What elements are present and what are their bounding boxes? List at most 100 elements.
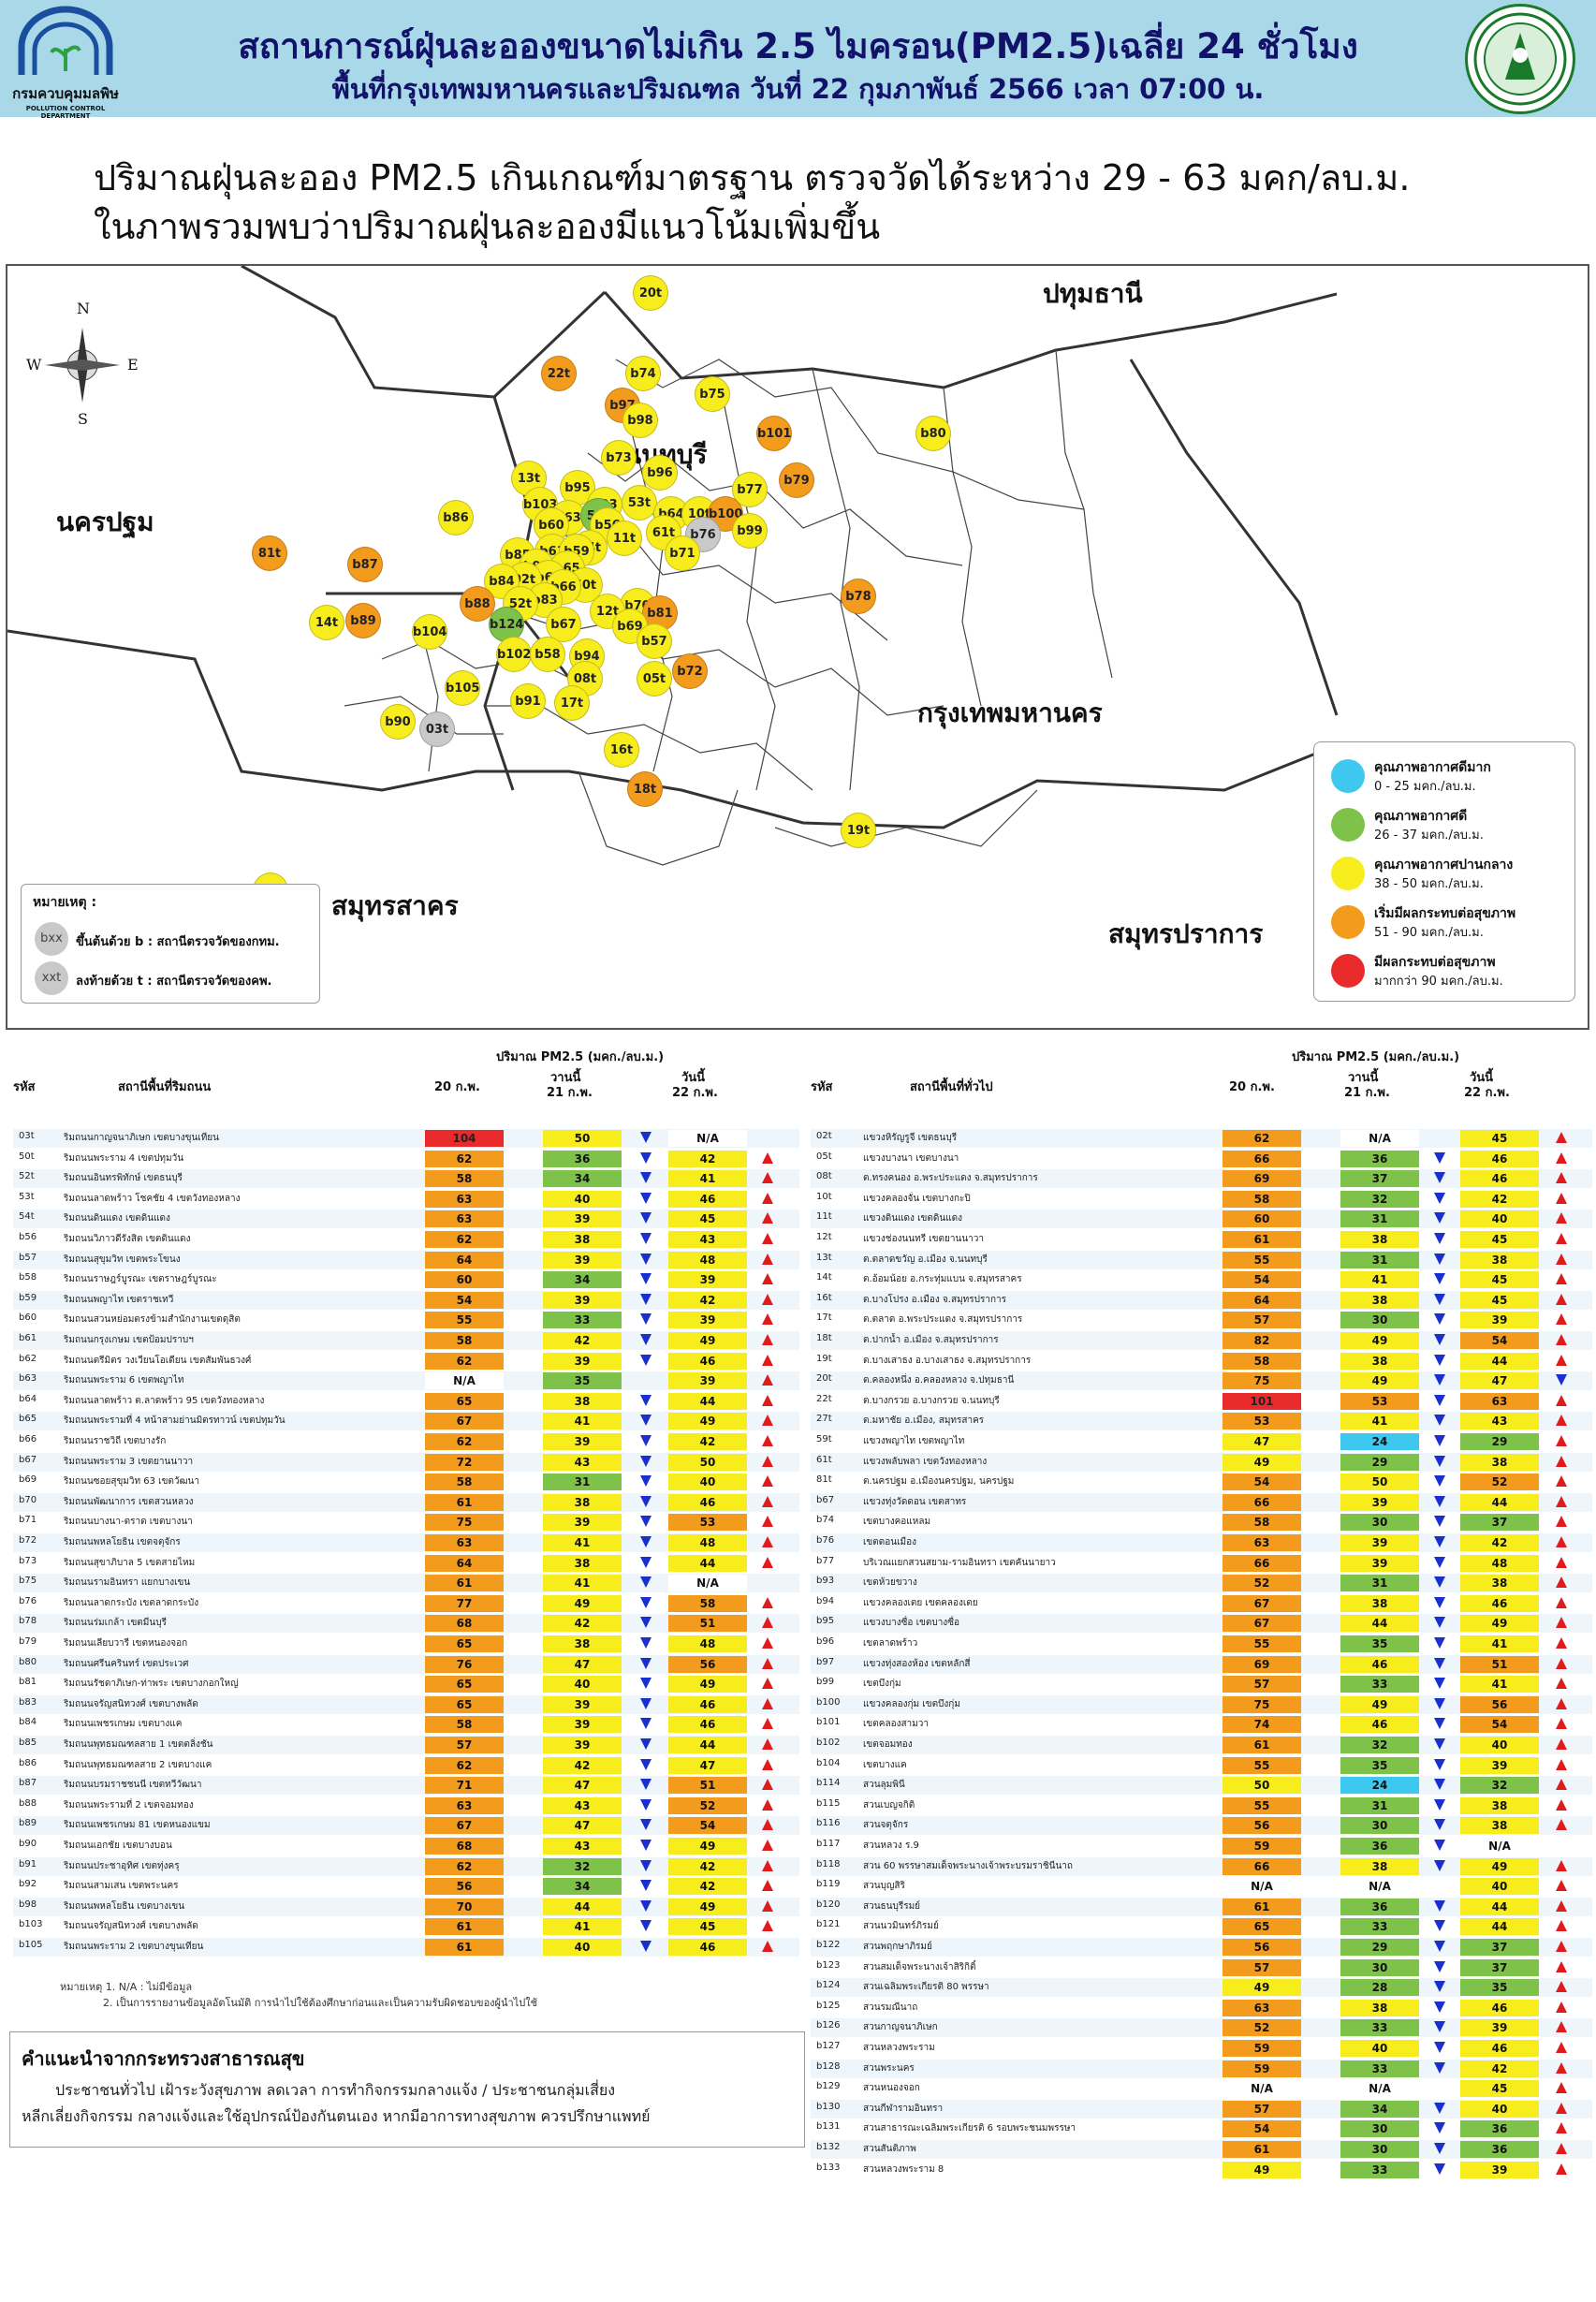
pm25-value-v2: 39 bbox=[543, 1737, 622, 1753]
pm25-value-v3: 56 bbox=[668, 1655, 747, 1673]
table-row: b131 สวนสาธารณะเฉลิมพระเกียรติ 6 รอบพระชน… bbox=[811, 2119, 1592, 2139]
pm25-value-v1: 54 bbox=[1223, 1474, 1301, 1491]
table-row: b114 สวนลุมพินี 50 24 32 bbox=[811, 1776, 1592, 1796]
pm25-value-v1: 101 bbox=[1223, 1392, 1301, 1410]
station-marker-17t: 17t bbox=[554, 685, 590, 721]
trend-up-icon bbox=[1556, 1495, 1567, 1507]
table-row: b84 ริมถนนเพชรเกษม เขตบางแค 58 39 46 bbox=[13, 1715, 799, 1735]
station-name: เขตบึงกุ่ม bbox=[863, 1679, 901, 1690]
station-name: สวนจตุจักร bbox=[863, 1820, 909, 1831]
station-code: 59t bbox=[816, 1434, 832, 1444]
pm25-value-v2: 43 bbox=[543, 1838, 622, 1855]
pm25-value-v1: 60 bbox=[1223, 1210, 1301, 1228]
trend-up-icon bbox=[1556, 1941, 1567, 1952]
table-row: b123 สวนสมเด็จพระนางเจ้าสิริกิติ์ 57 30 37 bbox=[811, 1957, 1592, 1977]
trend-up-icon bbox=[1556, 2001, 1567, 2013]
pm25-value-v2: 33 bbox=[1340, 2019, 1419, 2037]
legend-item-good: คุณภาพอากาศดี 26 - 37 มคก./ลบ.ม. bbox=[1331, 806, 1565, 851]
trend-down-icon bbox=[640, 1455, 652, 1467]
table-row: 20t ต.คลองหนึ่ง อ.คลองหลวง จ.ปทุมธานี 75 49… bbox=[811, 1371, 1592, 1391]
pm25-value-v3: 44 bbox=[668, 1737, 747, 1753]
pm25-value-v1: 71 bbox=[425, 1777, 504, 1795]
pm25-value-v3: 45 bbox=[1460, 1271, 1539, 1289]
pm25-value-v1: 63 bbox=[425, 1210, 504, 1228]
trend-down-icon bbox=[640, 1819, 652, 1831]
station-name: สวนเบญจกิติ bbox=[863, 1799, 915, 1811]
pm25-value-v2: 29 bbox=[1340, 1453, 1419, 1471]
col-day2: 21 ก.พ. bbox=[1344, 1086, 1390, 1100]
station-name: สวนหนองจอก bbox=[863, 2083, 920, 2094]
station-name: ต.นครปฐม อ.เมืองนครปฐม, นครปฐม bbox=[863, 1476, 1015, 1488]
trend-down-icon bbox=[640, 1151, 652, 1164]
pm25-value-v3: 45 bbox=[1460, 2080, 1539, 2098]
trend-up-icon bbox=[762, 1718, 773, 1730]
pm25-value-v1: 75 bbox=[1223, 1695, 1301, 1713]
compass-rose-icon bbox=[45, 328, 120, 403]
trend-up-icon bbox=[1556, 2042, 1567, 2053]
station-code: b69 bbox=[19, 1474, 37, 1486]
station-code: b128 bbox=[816, 2060, 841, 2072]
trend-down-icon bbox=[640, 1354, 652, 1366]
pm25-value-v3: 40 bbox=[668, 1474, 747, 1491]
station-name: ริมถนนซอยสุขุมวิท 63 เขตวัฒนา bbox=[64, 1476, 200, 1488]
station-name: แขวงคลองเตย เขตคลองเตย bbox=[863, 1597, 978, 1608]
pm25-value-v3: 40 bbox=[1460, 2100, 1539, 2118]
station-name: ต.อ้อมน้อย อ.กระทุ่มแบน จ.สมุทรสาคร bbox=[863, 1274, 1022, 1285]
page-title: สถานการณ์ฝุ่นละอองขนาดไม่เกิน 2.5 ไมครอน… bbox=[238, 26, 1358, 66]
pm25-value-v1: 55 bbox=[1223, 1251, 1301, 1268]
station-code: b58 bbox=[19, 1272, 37, 1283]
station-code: b98 bbox=[19, 1899, 37, 1910]
pcd-logo: กรมควบคุมมลพิษ POLLUTION CONTROL DEPARTM… bbox=[9, 6, 122, 120]
pm25-value-v2: 33 bbox=[1340, 1676, 1419, 1694]
station-name: สวนกีฬารามอินทรา bbox=[863, 2103, 944, 2114]
table-row: b67 ริมถนนพระราม 3 เขตยานนาวา 72 43 50 bbox=[13, 1452, 799, 1472]
pm25-value-v2: 38 bbox=[1340, 1231, 1419, 1248]
trend-up-icon bbox=[1556, 1313, 1567, 1326]
station-name: สวนรมณีนาถ bbox=[863, 2001, 918, 2013]
pm25-value-v1: 72 bbox=[425, 1453, 504, 1471]
col-day3: 22 ก.พ. bbox=[1464, 1086, 1510, 1100]
trend-up-icon bbox=[1556, 1435, 1567, 1446]
trend-down-icon bbox=[1434, 1212, 1445, 1224]
pm25-value-v3: 49 bbox=[668, 1838, 747, 1855]
pm25-value-v2: 38 bbox=[543, 1493, 622, 1511]
pm25-value-v2: 28 bbox=[1340, 1979, 1419, 1997]
pm25-value-v1: 66 bbox=[1223, 1554, 1301, 1572]
pm25-value-v1: 58 bbox=[1223, 1352, 1301, 1370]
trend-up-icon bbox=[762, 1313, 773, 1326]
station-name: ริมถนนพญาไท เขตราชเทวี bbox=[64, 1294, 174, 1305]
pm25-value-v1: 61 bbox=[425, 1493, 504, 1511]
station-code: 53t bbox=[19, 1191, 35, 1202]
pm25-value-v3: 54 bbox=[1460, 1332, 1539, 1349]
table-row: b67 แขวงทุ่งวัดดอน เขตสาทร 66 39 44 bbox=[811, 1492, 1592, 1512]
station-code: 10t bbox=[816, 1191, 832, 1202]
trend-up-icon bbox=[1556, 2122, 1567, 2134]
pm25-value-v3: 38 bbox=[1460, 1453, 1539, 1471]
station-code: b118 bbox=[816, 1858, 841, 1869]
pm25-value-v1: 56 bbox=[425, 1878, 504, 1896]
table-row: b60 ริมถนนสวนหย่อมตรงข้ามสำนักงานเขตดุสิต… bbox=[13, 1311, 799, 1330]
station-name: ริมถนนพหลโยธิน เขตบางเขน bbox=[64, 1900, 185, 1912]
station-code: 08t bbox=[816, 1171, 832, 1182]
pm25-value-v3: 46 bbox=[668, 1695, 747, 1713]
pm25-value-v2: 39 bbox=[1340, 1554, 1419, 1572]
pm25-value-v2: 39 bbox=[543, 1291, 622, 1309]
pm25-value-v3: N/A bbox=[1460, 1838, 1539, 1855]
table-row: 02t แขวงหิรัญรูจี เขตธนบุรี 62 N/A 45 bbox=[811, 1129, 1592, 1148]
col-today: วันนี้ bbox=[681, 1071, 706, 1085]
station-name: ริมถนนพระราม 4 เขตปทุมวัน bbox=[64, 1152, 184, 1164]
pm25-value-v1: 69 bbox=[1223, 1170, 1301, 1188]
pm25-value-v3: 48 bbox=[668, 1635, 747, 1652]
station-name: ริมถนนบรมราชชนนี เขตทวีวัฒนา bbox=[64, 1780, 202, 1791]
pm25-value-v1: 62 bbox=[425, 1231, 504, 1248]
station-name: สวนหลวงพระราม 8 bbox=[863, 2163, 944, 2175]
table-row: b79 ริมถนนเลียบวารี เขตหนองจอก 65 38 48 bbox=[13, 1635, 799, 1653]
pm25-value-v2: 24 bbox=[1340, 1433, 1419, 1450]
station-name: ต.บางโปรง อ.เมือง จ.สมุทรปราการ bbox=[863, 1294, 1007, 1305]
station-code: 81t bbox=[816, 1474, 832, 1486]
table-row: b70 ริมถนนพัฒนาการ เขตสวนหลวง 61 38 46 bbox=[13, 1492, 799, 1512]
table-row: b120 สวนธนบุรีรมย์ 61 36 44 bbox=[811, 1897, 1592, 1916]
table-row: b77 บริเวณแยกสวนสยาม-รามอินทรา เขตคันนายา… bbox=[811, 1553, 1592, 1573]
pm25-value-v3: 46 bbox=[668, 1939, 747, 1956]
station-marker-18t: 18t bbox=[627, 771, 663, 807]
